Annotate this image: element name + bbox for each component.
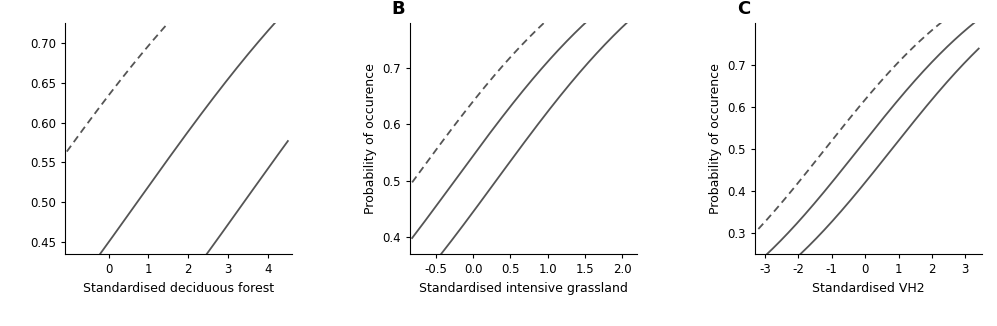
Text: B: B (392, 0, 406, 18)
Y-axis label: Probability of occurence: Probability of occurence (364, 63, 377, 214)
X-axis label: Standardised deciduous forest: Standardised deciduous forest (83, 282, 274, 295)
X-axis label: Standardised VH2: Standardised VH2 (813, 282, 925, 295)
Text: C: C (737, 0, 750, 18)
X-axis label: Standardised intensive grassland: Standardised intensive grassland (419, 282, 628, 295)
Y-axis label: Probability of occurence: Probability of occurence (709, 63, 722, 214)
